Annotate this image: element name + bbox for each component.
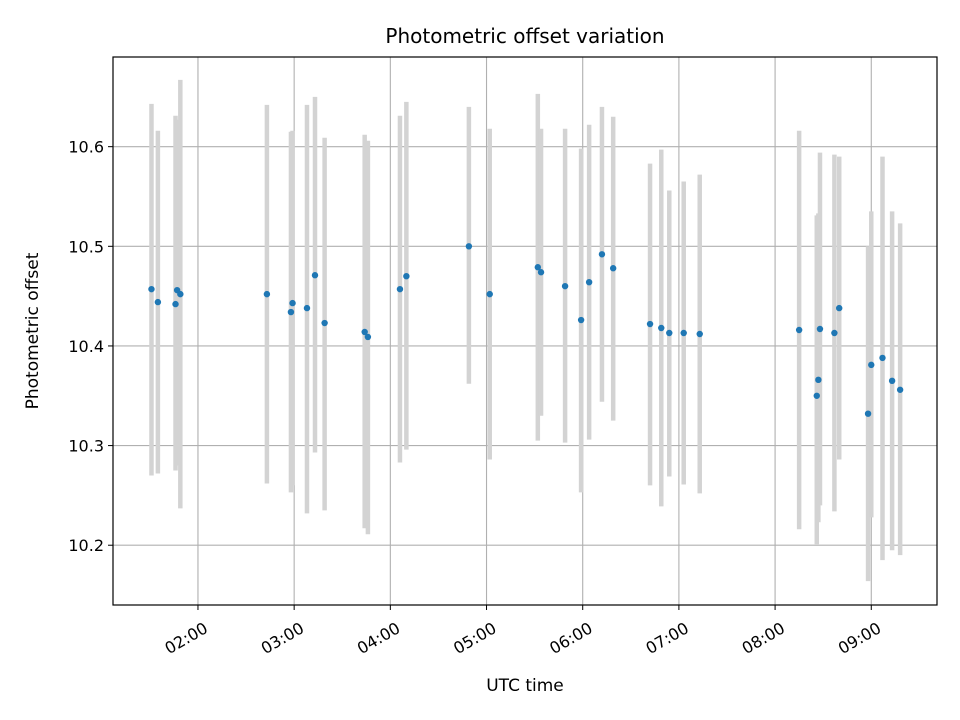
data-point (815, 376, 822, 384)
y-tick-label: 10.5 (68, 237, 104, 256)
data-point (561, 282, 569, 290)
data-point (364, 333, 372, 341)
data-point (598, 251, 606, 258)
data-point (896, 386, 904, 393)
y-tick-label: 10.6 (68, 138, 104, 157)
data-point (888, 377, 896, 385)
y-axis-title: Photometric offset (23, 252, 43, 409)
plot-frame (112, 56, 938, 606)
data-point (864, 410, 872, 417)
data-point (287, 308, 295, 316)
data-point (836, 304, 843, 312)
data-point (577, 316, 585, 324)
data-point (658, 324, 665, 332)
data-point (666, 329, 673, 337)
x-axis-title: UTC time (486, 676, 564, 696)
y-axis-ticks: 10.2 10.3 10.4 10.5 10.6 (68, 138, 113, 555)
y-tick-label: 10.4 (68, 337, 104, 356)
data-point (680, 329, 687, 337)
data-point (486, 290, 493, 298)
data-point (537, 269, 545, 276)
data-point (396, 285, 404, 293)
data-point (148, 285, 155, 293)
data-point (813, 392, 820, 399)
data-point (154, 298, 162, 306)
data-point (646, 320, 654, 328)
data-point (361, 328, 368, 336)
data-points (148, 243, 904, 417)
data-point (177, 290, 184, 298)
data-point (609, 265, 617, 272)
data-point (172, 300, 179, 308)
chart-title: Photometric offset variation (385, 24, 664, 48)
data-point (696, 330, 703, 338)
data-point (263, 290, 271, 298)
data-point (303, 304, 311, 312)
y-tick-label: 10.2 (68, 536, 104, 555)
data-point (534, 264, 542, 271)
data-point (465, 243, 473, 250)
data-point (831, 329, 838, 337)
data-point (403, 273, 410, 280)
data-point (289, 299, 296, 307)
data-point (868, 361, 875, 369)
data-point (795, 326, 803, 334)
y-tick-label: 10.3 (68, 437, 104, 456)
data-point (816, 325, 824, 333)
data-point (321, 319, 328, 327)
data-point (311, 272, 319, 279)
data-point (879, 354, 886, 362)
data-point (585, 278, 593, 286)
